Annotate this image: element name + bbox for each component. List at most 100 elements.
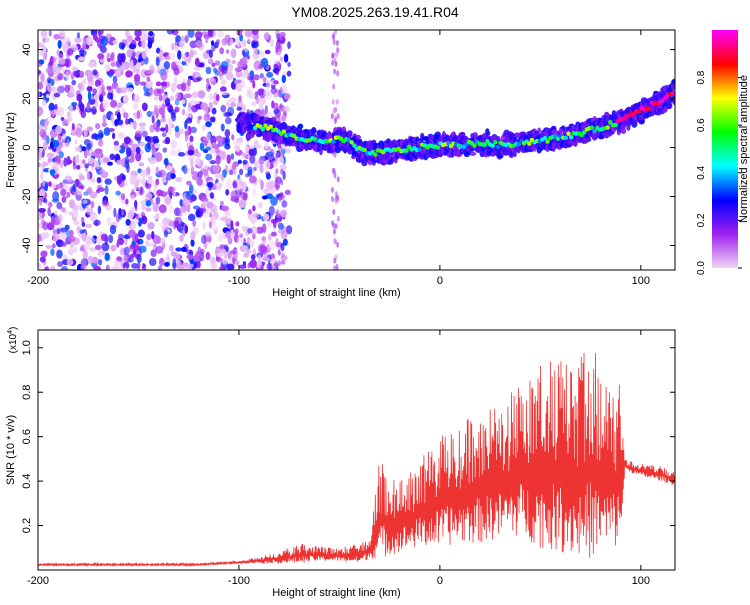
noise-blob [218,233,224,243]
spectrogram-xtick-label: -100 [228,275,250,287]
noise-blob [166,165,173,172]
streak-blob [335,98,339,105]
noise-blob [200,31,209,36]
noise-blob [38,124,44,131]
noise-blob [225,49,230,54]
snr-frame [37,329,676,571]
noise-blob [154,95,159,101]
noise-blob [57,72,64,81]
streak-blob [330,113,334,120]
noise-blob [72,184,76,193]
noise-blob [50,215,56,226]
noise-blob [118,66,124,73]
noise-blob [44,122,48,132]
noise-blob [129,59,134,70]
noise-blob [145,200,152,207]
noise-blob [197,171,203,179]
colorbar-gradient [712,30,738,268]
noise-blob [89,247,97,252]
noise-blob [171,42,175,51]
noise-blob [225,188,230,196]
noise-blob [87,79,95,87]
noise-blob [190,165,195,175]
noise-blob [271,100,275,109]
noise-blob [215,145,220,154]
streak-blob [336,241,340,248]
noise-blob [266,112,274,119]
noise-blob [139,263,143,268]
streak-blob [334,51,338,58]
noise-blob [282,170,286,181]
noise-blob [79,184,85,190]
noise-blob [181,98,186,105]
noise-blob [283,53,289,63]
noise-blob [190,238,195,247]
noise-blob [53,33,61,40]
noise-blob [38,207,46,213]
noise-blob [194,31,203,40]
noise-blob [220,86,227,93]
noise-blob [247,36,251,44]
noise-blob [108,128,115,133]
ridge-core-blob [568,134,574,140]
noise-blob [139,169,148,178]
noise-blob [211,107,217,115]
noise-blob [97,129,104,140]
noise-blob [159,222,164,228]
noise-blob [287,41,291,49]
noise-blob [217,252,224,258]
ridge-core-blob [563,135,569,141]
noise-blob [151,230,155,240]
noise-blob [139,81,147,86]
noise-blob [202,124,206,131]
noise-blob [263,188,269,195]
noise-blob [209,192,215,199]
noise-blob [147,221,155,230]
noise-blob [76,188,83,196]
noise-blob [52,236,59,242]
noise-blob [134,130,143,138]
noise-blob [81,221,86,228]
snr-ytick-label: 0.8 [21,385,33,400]
noise-blob [217,141,224,147]
noise-blob [66,111,72,119]
noise-blob [175,92,182,101]
noise-blob [206,82,211,92]
noise-blob [164,97,171,107]
noise-blob [170,251,177,257]
spectrogram-xtick-label: -200 [27,275,49,287]
noise-blob [258,109,267,119]
noise-blob [162,217,170,226]
streak-blob [277,60,281,67]
noise-blob [281,252,285,258]
streak-blob [330,186,334,193]
ridge-core-blob [446,140,451,146]
noise-blob [57,250,63,257]
noise-blob [269,38,275,48]
ridge-halo-blob [671,79,675,85]
spectrogram-ytick-label: -20 [21,189,33,205]
noise-blob [236,106,243,111]
streak-blob [333,151,337,158]
noise-blob [97,53,105,60]
noise-blob [238,95,242,103]
noise-blob [133,93,140,104]
noise-blob [92,69,98,76]
noise-blob [146,242,154,247]
noise-blob [108,39,112,45]
snr-series-line [38,352,675,568]
ridge-halo-blob [537,127,542,134]
noise-blob [152,215,159,220]
noise-blob [117,233,124,241]
noise-blob [100,45,107,54]
streak-blob [332,107,336,114]
noise-blob [38,262,42,269]
noise-blob [252,248,256,254]
noise-blob [277,228,286,234]
streak-blob [279,34,283,41]
noise-blob [231,60,237,65]
noise-blob [208,221,212,229]
noise-blob [179,234,184,242]
